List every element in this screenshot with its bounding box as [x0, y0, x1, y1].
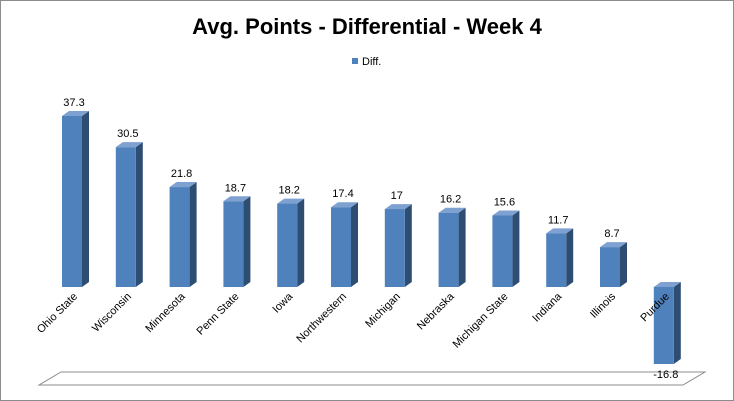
data-label: 18.7: [225, 182, 246, 194]
bar-side: [82, 111, 89, 287]
legend: Diff.: [352, 56, 381, 68]
category-label: Northwestern: [294, 291, 349, 346]
bar-side: [243, 196, 251, 287]
bar-front: [653, 287, 674, 365]
bar: [546, 228, 574, 287]
bar-front: [223, 201, 244, 287]
category-labels: Ohio State Wisconsin Minnesota Penn State Io…: [35, 290, 672, 351]
bar-front: [492, 215, 513, 287]
bar-top: [62, 111, 89, 116]
chart-title: Avg. Points - Differential - Week 4: [192, 14, 542, 39]
bar-top: [492, 210, 520, 216]
value-labels: 37.3 30.5 21.8 18.7 18.2 17.4 17 16.2 15.6 11.7 8.…: [63, 97, 678, 381]
bar-top: [277, 198, 305, 204]
data-label: 37.3: [63, 97, 84, 109]
category-label: Minnesota: [143, 290, 188, 335]
chart-floor: [37, 371, 707, 386]
bar: [384, 204, 412, 287]
bar-side: [673, 282, 681, 365]
category-label: Michigan State: [451, 291, 511, 351]
bar-top: [546, 228, 574, 234]
data-label: 8.7: [604, 228, 619, 240]
legend-label: Diff.: [362, 56, 381, 68]
data-label: 11.7: [548, 214, 569, 226]
data-label: 16.2: [440, 194, 461, 206]
data-label: -16.8: [653, 369, 678, 381]
bar: [277, 198, 305, 287]
category-label: Wisconsin: [90, 291, 134, 335]
data-label: 15.6: [494, 196, 515, 208]
bar-top: [438, 207, 466, 213]
category-label: Penn State: [195, 291, 242, 338]
bar: [115, 142, 143, 287]
bar-front: [600, 247, 620, 287]
bar-front: [277, 203, 298, 287]
bar: [600, 242, 627, 287]
bar-top: [115, 142, 143, 148]
data-label: 17.4: [332, 188, 353, 200]
bar-top: [331, 202, 358, 208]
bar-front: [546, 233, 567, 287]
data-label: 18.2: [278, 185, 299, 197]
bars: [62, 111, 681, 365]
category-label: Iowa: [270, 290, 296, 316]
bar: [653, 282, 681, 365]
bar-front: [438, 212, 459, 287]
bar-side: [189, 182, 197, 287]
bar: [62, 111, 89, 287]
bar-front: [384, 209, 405, 287]
bar-front: [115, 147, 136, 287]
bar: [438, 207, 466, 287]
category-label: Michigan: [363, 291, 403, 331]
bar-side: [404, 204, 412, 287]
bar-front: [169, 187, 190, 287]
bar: [169, 182, 197, 287]
bar-side: [566, 228, 574, 287]
category-label: Nebraska: [415, 290, 457, 332]
bar-top: [223, 196, 251, 202]
data-label: 17: [391, 190, 403, 202]
legend-swatch: [352, 58, 358, 64]
bar-top: [384, 204, 412, 210]
bar-front: [331, 207, 351, 287]
bar-side: [297, 198, 305, 287]
bar: [492, 210, 520, 287]
bar-front: [62, 116, 82, 287]
bar-side: [458, 207, 466, 287]
bar-side: [512, 210, 520, 287]
category-label: Indiana: [530, 290, 565, 325]
bar-top: [600, 242, 627, 248]
bar: [223, 196, 251, 287]
category-label: Illinois: [588, 290, 618, 320]
bar-top: [653, 282, 681, 287]
data-label: 30.5: [117, 128, 138, 140]
category-label: Ohio State: [35, 291, 80, 336]
data-label: 21.8: [171, 168, 192, 180]
bar: [331, 202, 358, 287]
bar-side: [135, 142, 143, 287]
bar-side: [351, 202, 358, 287]
bar-top: [169, 182, 197, 188]
bar-side: [620, 242, 627, 287]
